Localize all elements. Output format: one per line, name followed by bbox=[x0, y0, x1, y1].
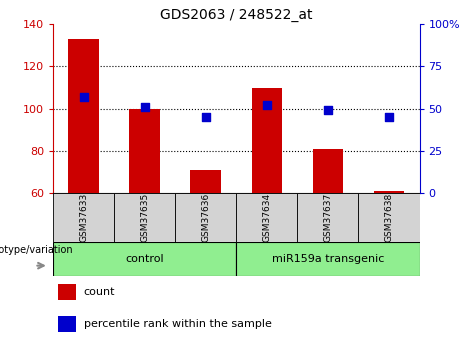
Bar bbox=[58, 284, 76, 300]
Text: GSM37636: GSM37636 bbox=[201, 193, 210, 242]
Text: GSM37638: GSM37638 bbox=[384, 193, 394, 242]
Bar bbox=[313, 149, 343, 193]
Point bbox=[202, 114, 209, 120]
Bar bbox=[68, 39, 99, 193]
Point bbox=[141, 104, 148, 110]
Title: GDS2063 / 248522_at: GDS2063 / 248522_at bbox=[160, 8, 313, 22]
Bar bbox=[374, 191, 404, 193]
Point bbox=[80, 94, 87, 100]
Text: percentile rank within the sample: percentile rank within the sample bbox=[84, 319, 272, 329]
Point bbox=[324, 108, 331, 113]
Point bbox=[263, 102, 271, 108]
Text: GSM37637: GSM37637 bbox=[323, 193, 332, 242]
Bar bbox=[53, 193, 114, 242]
Bar bbox=[114, 193, 175, 242]
Text: count: count bbox=[84, 287, 115, 297]
Bar bbox=[190, 170, 221, 193]
Bar bbox=[236, 193, 297, 242]
Bar bbox=[297, 193, 358, 242]
Bar bbox=[175, 193, 236, 242]
Bar bbox=[236, 241, 420, 276]
Bar bbox=[358, 193, 420, 242]
Bar bbox=[58, 316, 76, 332]
Bar bbox=[252, 88, 282, 193]
Point bbox=[385, 114, 393, 120]
Text: GSM37635: GSM37635 bbox=[140, 193, 149, 242]
Text: miR159a transgenic: miR159a transgenic bbox=[272, 254, 384, 264]
Bar bbox=[130, 109, 160, 193]
Text: control: control bbox=[125, 254, 164, 264]
Text: GSM37634: GSM37634 bbox=[262, 193, 272, 242]
Text: genotype/variation: genotype/variation bbox=[0, 245, 73, 255]
Bar bbox=[53, 241, 236, 276]
Text: GSM37633: GSM37633 bbox=[79, 193, 88, 242]
